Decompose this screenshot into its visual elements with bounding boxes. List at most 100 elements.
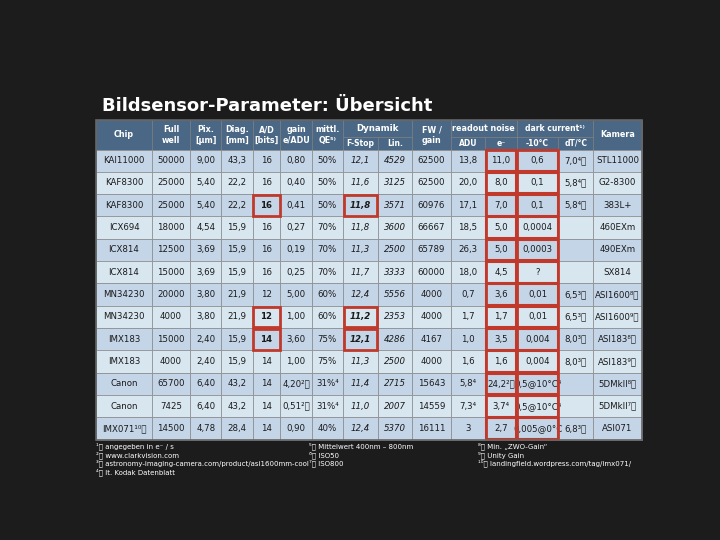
Text: 25000: 25000	[157, 201, 184, 210]
Text: IMX183: IMX183	[108, 357, 140, 366]
Text: 31%⁴: 31%⁴	[316, 380, 338, 388]
Text: MN34230: MN34230	[103, 313, 145, 321]
Bar	[413, 284, 451, 306]
Bar	[221, 261, 253, 284]
Bar	[90, 92, 648, 120]
Text: 9,00: 9,00	[196, 156, 215, 165]
Bar	[221, 239, 253, 261]
Text: 18,5: 18,5	[459, 223, 477, 232]
Text: 12,4: 12,4	[351, 290, 370, 299]
Text: 62500: 62500	[418, 156, 445, 165]
Text: 11,3: 11,3	[351, 246, 370, 254]
Bar	[253, 417, 280, 440]
Text: 60%: 60%	[318, 290, 337, 299]
Bar	[280, 172, 312, 194]
Bar	[253, 350, 280, 373]
Text: 20,0: 20,0	[459, 179, 477, 187]
Bar	[378, 194, 413, 217]
Text: 40%: 40%	[318, 424, 337, 433]
Bar	[485, 194, 517, 217]
Text: 65789: 65789	[418, 246, 445, 254]
Text: 0,5@10°C⁴: 0,5@10°C⁴	[514, 380, 561, 388]
Text: 7,0⁴⧣: 7,0⁴⧣	[564, 156, 587, 165]
Bar	[517, 217, 559, 239]
Text: 2500: 2500	[384, 357, 406, 366]
Bar	[485, 395, 517, 417]
Bar	[451, 217, 485, 239]
Bar	[518, 262, 557, 283]
Text: MN34230: MN34230	[103, 290, 145, 299]
Bar	[190, 284, 221, 306]
Text: 24,2²⧣: 24,2²⧣	[487, 380, 515, 388]
Text: Kamera: Kamera	[600, 130, 635, 139]
Text: Pix.
[µm]: Pix. [µm]	[195, 125, 217, 145]
Bar	[486, 150, 516, 171]
Bar	[517, 306, 559, 328]
Text: 5556: 5556	[384, 290, 406, 299]
Text: 3,69: 3,69	[196, 268, 215, 277]
Bar	[312, 417, 343, 440]
Bar	[485, 328, 517, 350]
Text: 4000: 4000	[160, 357, 182, 366]
Text: Full
well: Full well	[162, 125, 180, 145]
Bar	[413, 172, 451, 194]
Text: 12: 12	[261, 313, 272, 321]
Text: 5DMkII⁸⧣: 5DMkII⁸⧣	[598, 380, 636, 388]
Text: 2715: 2715	[384, 380, 406, 388]
Bar	[486, 217, 516, 238]
Bar	[343, 350, 378, 373]
Text: Lin.: Lin.	[387, 139, 403, 148]
Text: 14: 14	[261, 357, 272, 366]
Text: mittl.
QE⁵⁾: mittl. QE⁵⁾	[315, 125, 340, 145]
Text: 1,7: 1,7	[494, 313, 508, 321]
Bar	[253, 239, 280, 261]
Text: 4,78: 4,78	[196, 424, 215, 433]
Text: 0,27: 0,27	[287, 223, 305, 232]
Bar	[413, 150, 451, 172]
Text: 14: 14	[261, 402, 272, 411]
Bar	[451, 373, 485, 395]
Bar	[312, 172, 343, 194]
Bar	[343, 284, 378, 306]
Bar	[253, 217, 280, 239]
Bar	[517, 239, 559, 261]
Bar	[96, 306, 152, 328]
Bar	[312, 306, 343, 328]
Text: 13,8: 13,8	[459, 156, 477, 165]
Bar	[517, 137, 559, 150]
Bar	[413, 217, 451, 239]
Bar	[485, 306, 517, 328]
Bar	[517, 417, 559, 440]
Bar	[413, 239, 451, 261]
Bar	[486, 240, 516, 260]
Bar	[190, 172, 221, 194]
Bar	[343, 137, 378, 150]
Text: KAF8300: KAF8300	[105, 179, 143, 187]
Bar	[486, 351, 516, 372]
Bar	[152, 350, 190, 373]
Text: ¹⧣ angegeben in e⁻ / s: ¹⧣ angegeben in e⁻ / s	[96, 443, 174, 450]
Bar	[96, 120, 152, 150]
Bar	[486, 307, 516, 327]
Bar	[280, 217, 312, 239]
Text: ⁴⧣ lt. Kodak Datenblatt: ⁴⧣ lt. Kodak Datenblatt	[96, 468, 175, 476]
Text: 12,1: 12,1	[351, 156, 370, 165]
Bar	[485, 137, 517, 150]
Text: 16111: 16111	[418, 424, 445, 433]
Text: 0,005@0°C: 0,005@0°C	[513, 424, 562, 433]
Text: e⁻: e⁻	[496, 139, 505, 148]
Text: 0,80: 0,80	[287, 156, 305, 165]
Text: ASI1600⁹⧣: ASI1600⁹⧣	[595, 313, 640, 321]
Bar	[96, 172, 152, 194]
Bar	[312, 217, 343, 239]
Bar	[280, 373, 312, 395]
Bar	[343, 172, 378, 194]
Bar	[96, 395, 152, 417]
Bar	[343, 194, 378, 217]
Text: 0,19: 0,19	[287, 246, 305, 254]
Text: 50%: 50%	[318, 179, 337, 187]
Bar	[559, 284, 593, 306]
Bar	[378, 217, 413, 239]
Bar	[517, 194, 559, 217]
Bar	[593, 217, 642, 239]
